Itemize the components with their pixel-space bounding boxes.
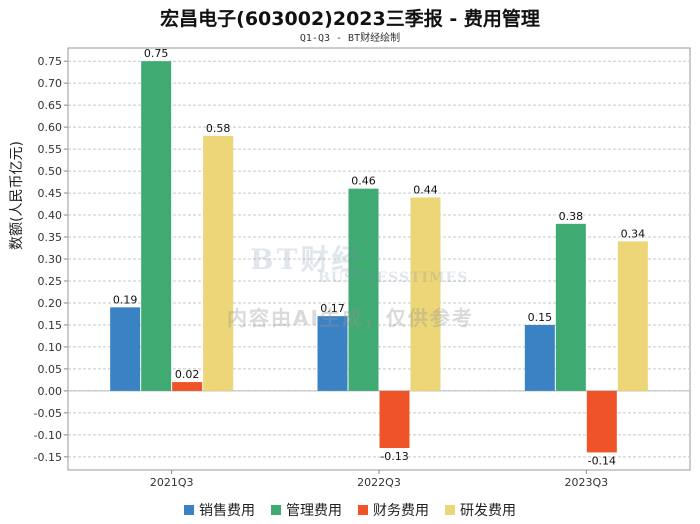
legend-item[interactable]: 研发费用 xyxy=(445,500,516,520)
x-tick-label: 2021Q3 xyxy=(150,476,194,489)
y-tick-label: 0.40 xyxy=(38,209,63,222)
data-label: -0.14 xyxy=(588,454,616,467)
y-tick-label: 0.35 xyxy=(38,231,63,244)
chart-title: 宏昌电子(603002)2023三季报 - 费用管理 xyxy=(160,8,540,30)
data-label: 0.15 xyxy=(528,311,553,324)
y-tick-label: 0.75 xyxy=(38,55,63,68)
y-tick-label: 0.05 xyxy=(38,363,63,376)
y-tick-label: -0.10 xyxy=(34,429,62,442)
x-tick-label: 2022Q3 xyxy=(357,476,401,489)
data-label: 0.17 xyxy=(320,302,345,315)
legend-label: 销售费用 xyxy=(199,503,255,519)
legend-label: 管理费用 xyxy=(286,503,342,519)
legend-swatch xyxy=(358,505,368,515)
y-tick-label: 0.65 xyxy=(38,99,63,112)
legend-swatch xyxy=(445,505,455,515)
bar xyxy=(555,223,586,391)
bar xyxy=(348,188,379,391)
bar xyxy=(172,382,203,391)
y-tick-label: 0.45 xyxy=(38,187,63,200)
y-tick-label: 0.50 xyxy=(38,165,63,178)
y-tick-label: 0.30 xyxy=(38,253,63,266)
bar xyxy=(203,135,234,391)
legend-item[interactable]: 财务费用 xyxy=(358,500,429,520)
data-label: 0.38 xyxy=(559,210,584,223)
legend: 销售费用 管理费用 财务费用 研发费用 xyxy=(0,500,700,520)
watermark-logo: BT财经 xyxy=(250,243,363,276)
bar xyxy=(524,324,555,391)
data-label: 0.02 xyxy=(175,368,200,381)
y-tick-label: 0.10 xyxy=(38,341,63,354)
y-tick-label: -0.05 xyxy=(34,407,62,420)
bar xyxy=(317,316,348,391)
legend-swatch xyxy=(271,505,281,515)
bar xyxy=(379,390,410,449)
data-label: 0.44 xyxy=(413,183,438,196)
data-label: 0.19 xyxy=(113,293,138,306)
legend-label: 财务费用 xyxy=(373,503,429,519)
data-label: 0.46 xyxy=(351,175,376,188)
y-tick-label: 0.70 xyxy=(38,77,63,90)
y-tick-label: 0.00 xyxy=(38,385,63,398)
legend-item[interactable]: 销售费用 xyxy=(184,500,255,520)
y-tick-label: -0.15 xyxy=(34,451,62,464)
bar xyxy=(110,307,141,391)
chart-subtitle: Q1-Q3 - BT财经绘制 xyxy=(299,33,401,44)
legend-swatch xyxy=(184,505,194,515)
legend-label: 研发费用 xyxy=(460,503,516,519)
watermark-logo-sub: BUSINESSTIMES xyxy=(318,270,469,286)
y-tick-label: 0.25 xyxy=(38,275,63,288)
bar xyxy=(617,241,648,391)
y-tick-label: 0.60 xyxy=(38,121,63,134)
legend-item[interactable]: 管理费用 xyxy=(271,500,342,520)
y-tick-label: 0.20 xyxy=(38,297,63,310)
y-tick-label: 0.55 xyxy=(38,143,63,156)
y-tick-label: 0.15 xyxy=(38,319,63,332)
data-label: 0.58 xyxy=(206,122,231,135)
watermark-notice: 内容由AI生成，仅供参考 xyxy=(227,306,474,330)
data-label: 0.34 xyxy=(621,227,646,240)
data-label: -0.13 xyxy=(380,450,408,463)
data-label: 0.75 xyxy=(144,47,169,60)
bar xyxy=(410,197,441,391)
x-tick-label: 2023Q3 xyxy=(565,476,609,489)
bar xyxy=(141,61,172,391)
bar xyxy=(586,390,617,453)
